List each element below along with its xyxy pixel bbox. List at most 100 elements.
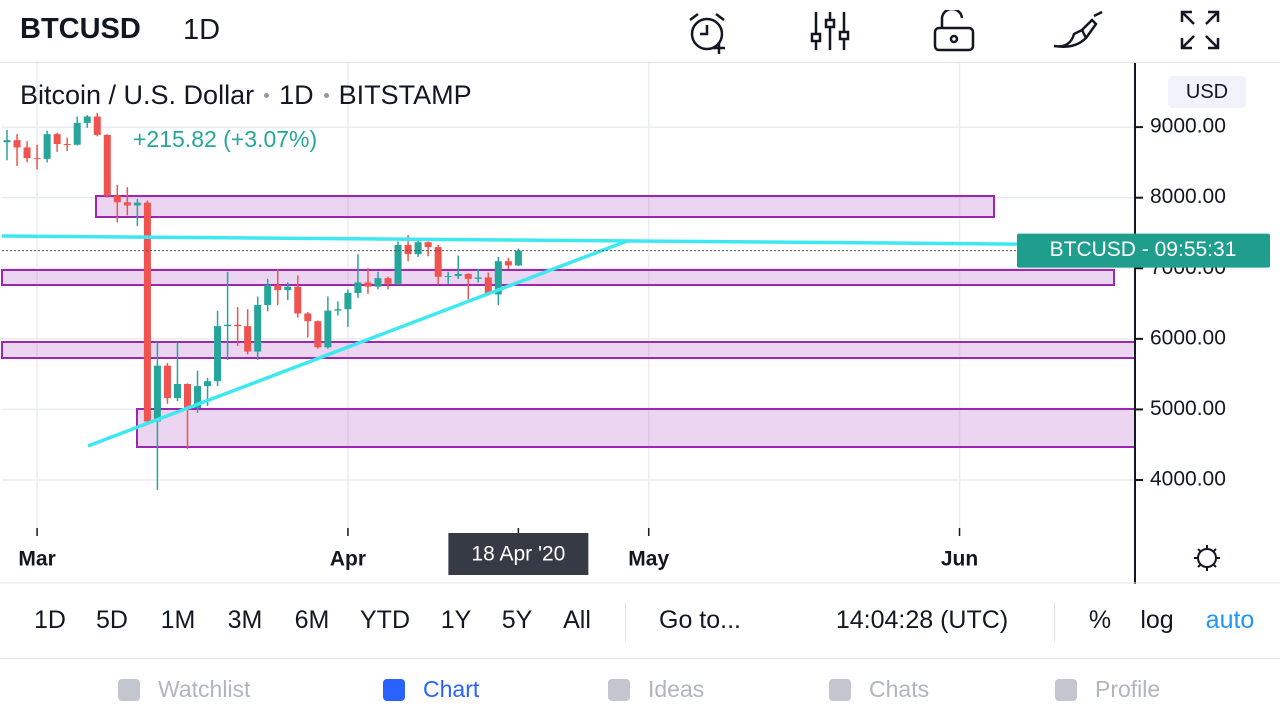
candle-body (354, 282, 362, 293)
tab[interactable]: Chats (829, 676, 929, 703)
candle-body (324, 310, 332, 348)
candle-body (264, 285, 272, 305)
candle-body (344, 292, 352, 310)
tab[interactable]: Ideas (608, 676, 704, 703)
alert-icon[interactable] (686, 10, 732, 54)
candle-body (414, 242, 422, 255)
scale-button[interactable]: log (1140, 606, 1174, 634)
candle-body (404, 244, 412, 255)
range-button[interactable]: 5D (96, 606, 128, 634)
candle-body (464, 273, 472, 279)
candle-body (314, 321, 322, 348)
candle-body (153, 365, 161, 422)
candle-body (173, 384, 181, 399)
legend-name: Bitcoin / U.S. Dollar (20, 80, 255, 110)
tab-label: Chats (869, 676, 930, 702)
candle-body (474, 277, 482, 279)
candle-body (224, 324, 232, 327)
clock: 14:04:28 (UTC) (835, 606, 1009, 634)
drawing-icon[interactable] (1052, 10, 1104, 54)
divider (1054, 602, 1055, 642)
candle-body (334, 309, 342, 311)
symbol[interactable]: BTCUSD (20, 13, 141, 45)
candle-body (394, 244, 402, 284)
candle-body (234, 324, 242, 327)
candle-body (143, 202, 151, 422)
range-button[interactable]: 6M (294, 606, 330, 634)
separator (264, 93, 270, 98)
candle-body (504, 261, 512, 266)
candle-body (364, 282, 372, 287)
crosshair-label: 18 Apr '20 (471, 543, 565, 566)
y-tick-label: 9000.00 (1150, 115, 1226, 138)
tab[interactable]: Watchlist (118, 676, 250, 703)
tab-label: Watchlist (158, 676, 251, 702)
candle-body (294, 286, 302, 314)
zone (136, 408, 1136, 448)
range-button[interactable]: YTD (360, 606, 410, 634)
y-tick-label: 8000.00 (1150, 185, 1226, 208)
candle-body (494, 261, 502, 295)
scale-button[interactable]: % (1088, 606, 1112, 634)
candle-body (384, 278, 392, 284)
candle-body (284, 286, 292, 291)
chart: 4000.005000.006000.007000.008000.009000.… (0, 62, 1280, 584)
tab-label: Chart (423, 676, 480, 702)
range-button[interactable]: 3M (227, 606, 263, 634)
y-tick-label: 4000.00 (1150, 468, 1226, 491)
tab-label: Ideas (648, 676, 705, 702)
range-button[interactable]: 1Y (440, 606, 472, 634)
tab-icon (383, 678, 405, 701)
fullscreen-icon[interactable] (1180, 10, 1220, 50)
candle-body (274, 285, 282, 291)
candle-body (33, 158, 41, 160)
tab-icon (118, 678, 140, 701)
candle-body (454, 273, 462, 277)
range-button[interactable]: All (563, 606, 591, 634)
candle-body (13, 140, 21, 148)
candle-body (43, 134, 51, 159)
y-tick-label: 5000.00 (1150, 397, 1226, 420)
x-tick-label: Mar (18, 548, 55, 571)
y-tick-label: 6000.00 (1150, 326, 1226, 349)
candle-body (163, 365, 171, 399)
price-badge-label: BTCUSD - 09:55:31 (1050, 238, 1237, 261)
tab[interactable]: Chart (383, 676, 479, 703)
zone (95, 195, 995, 218)
divider (625, 602, 626, 642)
interval[interactable]: 1D (183, 14, 221, 46)
goto-button[interactable]: Go to... (659, 606, 741, 634)
legend-interval: 1D (279, 80, 314, 110)
currency-button[interactable]: USD (1168, 76, 1246, 108)
legend-exchange: BITSTAMP (338, 80, 472, 110)
price-change: +215.82 (+3.07%) (133, 126, 318, 152)
range-button[interactable]: 1M (160, 606, 196, 634)
lock-icon[interactable] (932, 10, 978, 54)
candle-body (444, 276, 452, 278)
candle-body (123, 202, 131, 206)
candle-body (133, 202, 141, 206)
drawings (1, 195, 1136, 448)
legend: Bitcoin / U.S. Dollar 1D BITSTAMP (20, 80, 472, 111)
indicators-icon[interactable] (808, 10, 854, 54)
candle-body (374, 278, 382, 287)
tab[interactable]: Profile (1055, 676, 1160, 703)
range-button[interactable]: 5Y (501, 606, 533, 634)
range-button[interactable]: 1D (34, 606, 66, 634)
separator (323, 93, 329, 98)
header-divider (0, 62, 1280, 63)
x-tick-label: May (628, 548, 669, 571)
candle-body (254, 304, 262, 352)
candle-body (93, 116, 101, 135)
trend-line (1, 234, 1136, 247)
settings-icon[interactable] (1194, 545, 1220, 571)
x-tick-label: Jun (941, 548, 978, 571)
candle-body (434, 247, 442, 277)
candle-body (103, 134, 111, 196)
candle-body (214, 326, 222, 382)
candle-body (83, 116, 91, 123)
price-badge (1017, 233, 1270, 268)
scale-button[interactable]: auto (1205, 606, 1255, 634)
tab-label: Profile (1095, 676, 1161, 702)
